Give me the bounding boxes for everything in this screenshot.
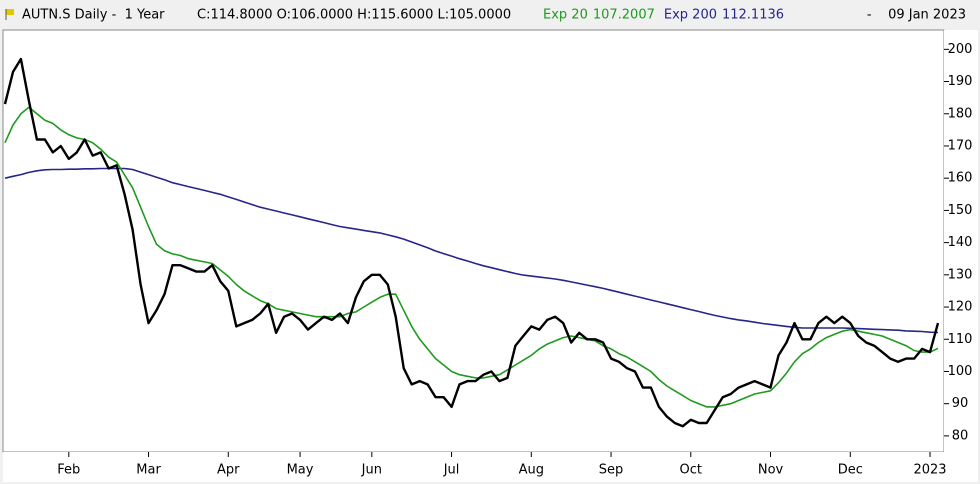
y-tick-label: 120 bbox=[948, 300, 973, 315]
y-tick-label: 100 bbox=[948, 364, 973, 379]
y-tick-label: 190 bbox=[948, 74, 973, 89]
y-tick-label: 130 bbox=[948, 267, 973, 282]
series-line bbox=[4, 167, 939, 334]
legend-name: Exp 20 bbox=[543, 8, 588, 23]
series-line bbox=[4, 106, 939, 408]
x-tick-label: Mar bbox=[136, 463, 161, 478]
y-tick-label: 200 bbox=[948, 42, 973, 57]
date: - 09 Jan 2023 bbox=[867, 8, 966, 23]
y-tick-label: 170 bbox=[948, 138, 973, 153]
y-axis-area bbox=[944, 30, 978, 452]
x-tick-label: Apr bbox=[217, 463, 240, 478]
y-tick-label: 160 bbox=[948, 171, 973, 186]
x-tick-label: Aug bbox=[519, 463, 544, 478]
x-axis-area bbox=[3, 452, 978, 482]
y-tick-label: 90 bbox=[952, 396, 969, 411]
y-tick-label: 110 bbox=[948, 332, 973, 347]
series-line bbox=[3, 57, 940, 428]
x-tick-label: Jul bbox=[443, 463, 460, 478]
x-tick-label: Sep bbox=[599, 463, 624, 478]
quote: C:114.8000 O:106.0000 H:115.6000 L:105.0… bbox=[197, 8, 511, 23]
flag-icon bbox=[5, 9, 14, 20]
y-tick-label: 150 bbox=[948, 203, 973, 218]
legend-value: 107.2007 bbox=[593, 8, 655, 23]
x-tick-label: 2023 bbox=[913, 463, 946, 478]
x-tick-label: Jun bbox=[361, 463, 382, 478]
x-tick-label: Feb bbox=[57, 463, 80, 478]
plot-area bbox=[2, 29, 945, 453]
x-tick-label: Oct bbox=[680, 463, 702, 478]
legend-value: 112.1136 bbox=[722, 8, 784, 23]
x-tick-label: May bbox=[287, 463, 314, 478]
y-tick-label: 180 bbox=[948, 106, 973, 121]
x-tick-label: Dec bbox=[838, 463, 863, 478]
x-tick-label: Nov bbox=[758, 463, 784, 478]
y-tick-label: 80 bbox=[952, 428, 969, 443]
chart-title: AUTN.S Daily - 1 Year bbox=[22, 8, 165, 23]
legend-name: Exp 200 bbox=[664, 8, 717, 23]
y-tick-label: 140 bbox=[948, 235, 973, 250]
